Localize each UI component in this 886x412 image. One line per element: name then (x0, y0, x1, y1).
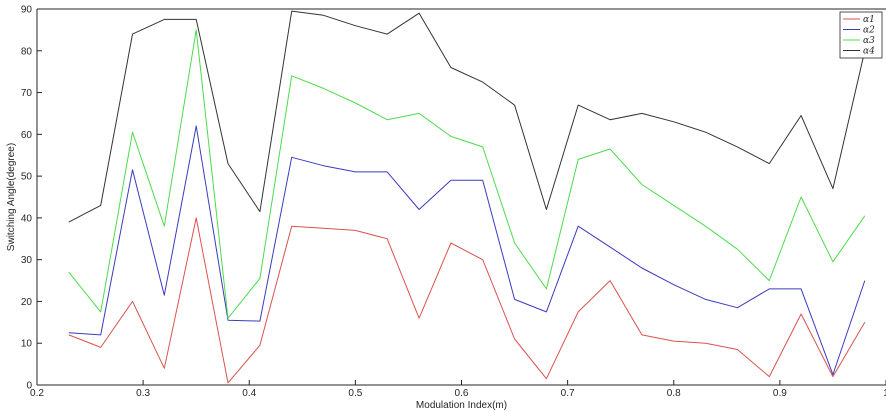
y-tick-label: 20 (21, 297, 33, 308)
plot-area (37, 9, 886, 385)
legend-label: α1 (863, 15, 875, 25)
x-tick-label: 0.4 (242, 388, 256, 399)
x-tick-label: 1 (883, 388, 886, 399)
y-tick-label: 30 (21, 255, 33, 266)
x-tick-label: 0.6 (455, 388, 469, 399)
series-line-4 (68, 10, 866, 223)
series-line-1 (68, 217, 866, 384)
series-line-3 (68, 29, 866, 319)
x-tick-label: 0.9 (773, 388, 787, 399)
x-axis-title: Modulation Index(m) (416, 400, 507, 411)
ticks-layer: 0.20.30.40.50.60.70.80.91010203040506070… (21, 5, 886, 399)
x-tick-label: 0.3 (136, 388, 150, 399)
x-tick-label: 0.8 (667, 388, 681, 399)
x-tick-label: 0.5 (348, 388, 362, 399)
y-tick-label: 50 (21, 172, 33, 183)
y-tick-label: 0 (26, 381, 32, 392)
series-line-2 (68, 125, 866, 376)
series-layer (68, 10, 866, 384)
x-tick-label: 0.2 (30, 388, 44, 399)
y-axis-title: Switching Angle(degree) (6, 143, 17, 251)
y-tick-label: 40 (21, 213, 33, 224)
y-tick-label: 10 (21, 339, 33, 350)
legend-label: α3 (863, 36, 875, 46)
legend-label: α2 (863, 26, 875, 36)
legend-label: α4 (863, 47, 875, 57)
x-tick-label: 0.7 (561, 388, 575, 399)
y-tick-label: 60 (21, 130, 33, 141)
y-tick-label: 90 (21, 5, 33, 16)
y-tick-label: 70 (21, 88, 33, 99)
y-tick-label: 80 (21, 46, 33, 57)
